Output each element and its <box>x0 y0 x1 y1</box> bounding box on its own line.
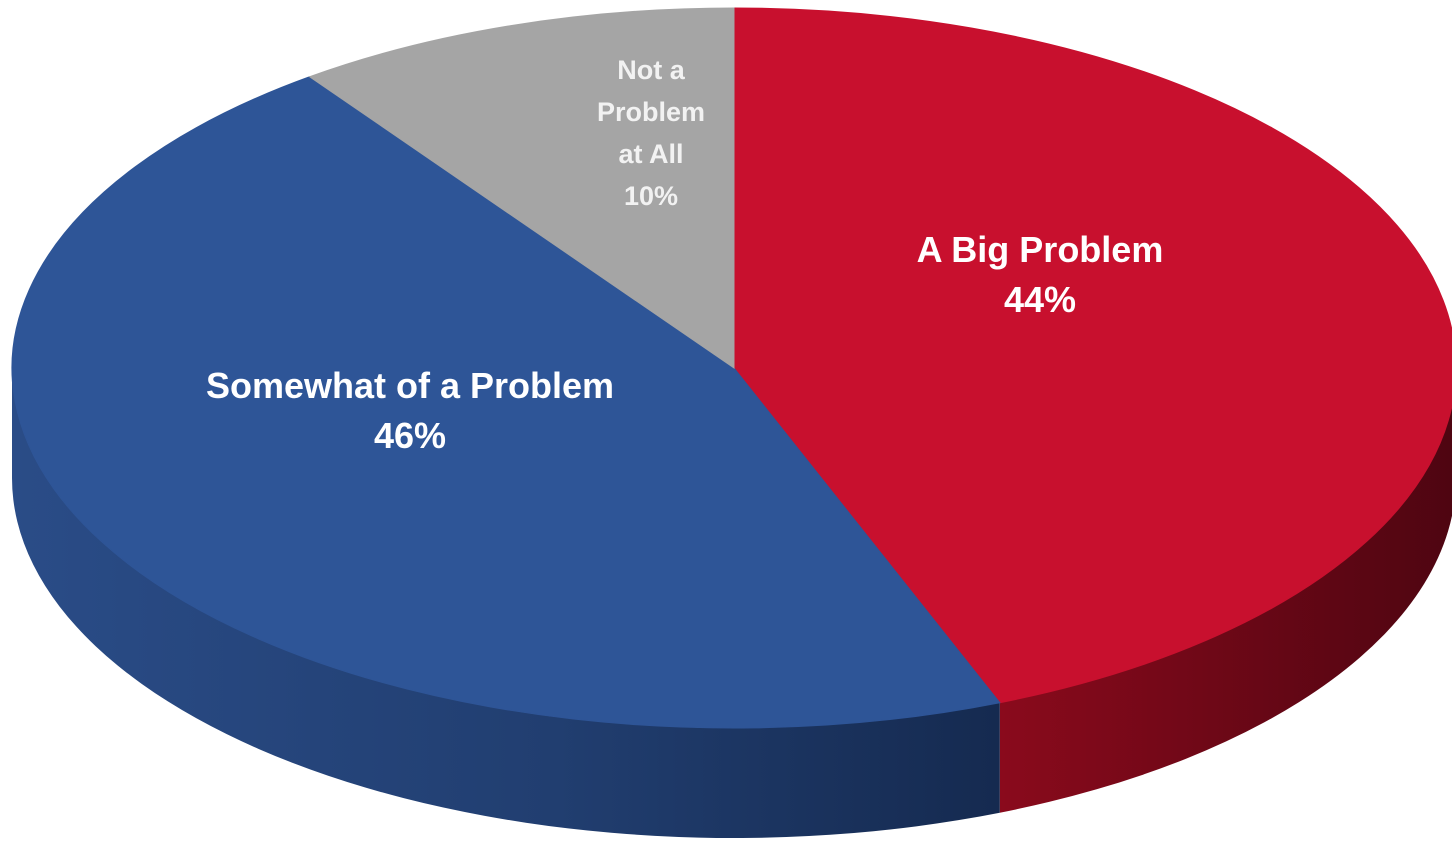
slice-value-label: 10% <box>624 181 678 211</box>
pie-side-a-big-problem <box>999 405 1452 813</box>
slice-label-somewhat-of-a-problem: Somewhat of a Problem 46% <box>206 365 614 456</box>
slice-label-a-big-problem: A Big Problem 44% <box>917 229 1164 320</box>
pie-top <box>11 7 1452 729</box>
slice-label-line: A Big Problem <box>917 229 1164 270</box>
slice-value-label: 46% <box>374 415 446 456</box>
pie-slice-not-a-problem-at-all <box>308 7 735 369</box>
slice-label-line: at All <box>618 139 683 169</box>
slice-value-label: 44% <box>1004 279 1076 320</box>
pie-labels: A Big Problem 44% Somewhat of a Problem 46%… <box>206 55 1163 456</box>
pie-sides <box>12 368 1452 838</box>
pie-slice-somewhat-of-a-problem <box>11 76 1001 729</box>
slice-label-not-a-problem-at-all: Not a Problem at All 10% <box>597 55 705 211</box>
pie-slice-a-big-problem <box>733 7 1452 704</box>
slice-label-line: Not a <box>617 55 685 85</box>
slice-label-line: Somewhat of a Problem <box>206 365 614 406</box>
pie-side-somewhat-of-a-problem <box>12 368 1000 838</box>
slice-label-line: Problem <box>597 97 705 127</box>
